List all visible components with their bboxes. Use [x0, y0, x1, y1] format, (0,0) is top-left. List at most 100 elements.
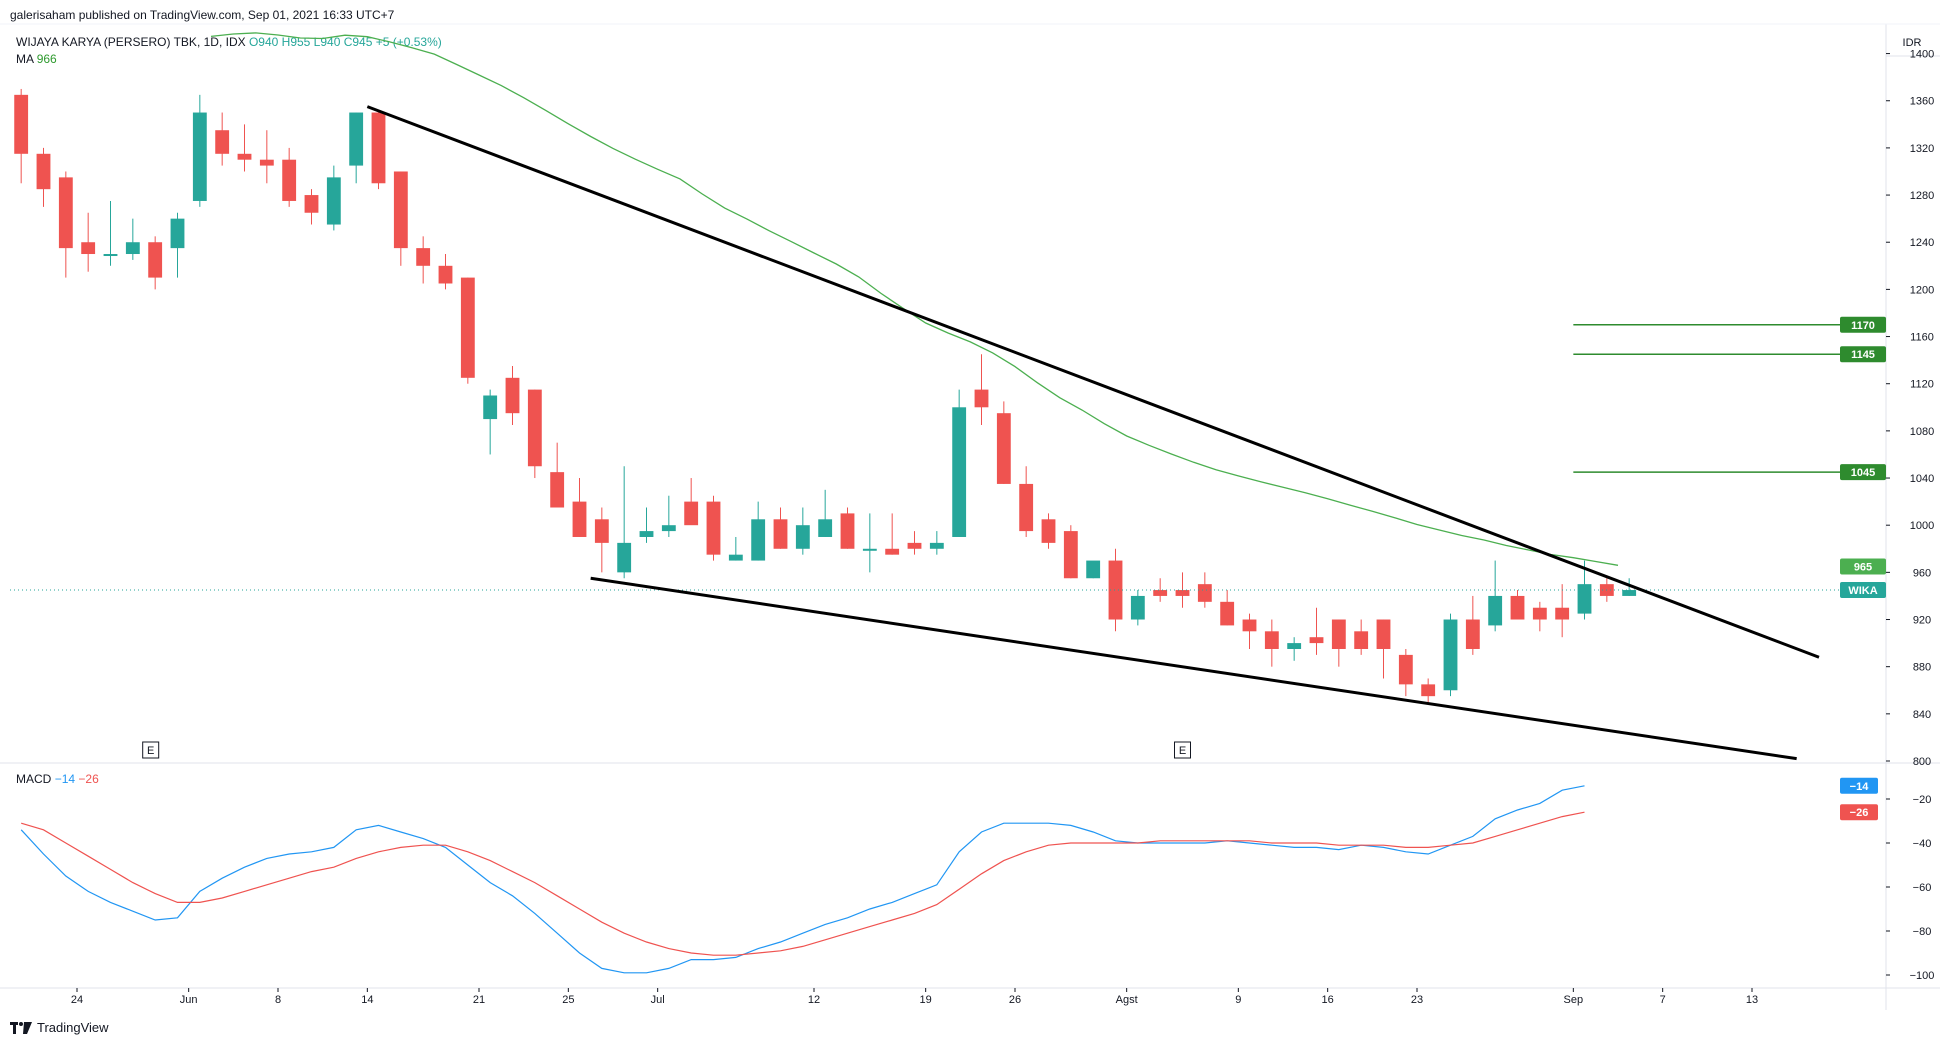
ma-badge-text: 965: [1854, 561, 1872, 573]
signal-line: [21, 811, 1585, 956]
currency-label[interactable]: IDR: [1903, 37, 1922, 49]
time-tick-label: 12: [808, 994, 820, 1006]
ma-path: [210, 32, 1619, 566]
candle-body: [125, 242, 140, 255]
ma-badge-bg: [1840, 558, 1886, 575]
time-tick-label: Sep: [1564, 994, 1584, 1006]
candle-body: [1421, 684, 1436, 697]
price-badge-text: WIKA: [1848, 585, 1877, 597]
ma-label[interactable]: MA: [16, 52, 34, 66]
candle-body: [974, 389, 989, 408]
price-tick-label: 1000: [1910, 520, 1934, 532]
candle-body: [1577, 584, 1592, 614]
candle-body: [929, 542, 944, 549]
time-tick-label: 26: [1009, 994, 1021, 1006]
macd-tick-label: −20: [1913, 794, 1932, 806]
candle-body: [728, 554, 743, 561]
price-tick-label: 1120: [1910, 379, 1934, 391]
price-tick-label: 960: [1913, 567, 1931, 579]
trendlines[interactable]: [366, 105, 1820, 761]
candle-body: [661, 525, 676, 532]
candle-body: [1019, 483, 1034, 532]
candle-body: [1622, 590, 1637, 596]
candle-body: [1242, 619, 1257, 632]
time-tick-label: Jun: [180, 994, 198, 1006]
candle-body: [304, 195, 319, 213]
candle-body: [795, 525, 810, 549]
candle-body: [1488, 595, 1503, 626]
candle-body: [550, 472, 565, 508]
macd-label[interactable]: MACD: [16, 772, 52, 786]
price-axis[interactable]: 1400 1360 1320 1280 1240 1200 1160 1120 1080 1040…: [1886, 49, 1934, 768]
ma-value: 966: [36, 52, 57, 66]
macd-badge-text: −14: [1850, 781, 1870, 793]
time-tick-label: 13: [1746, 994, 1758, 1006]
macd-legend: MACD −14 −26: [16, 772, 99, 786]
candle-body: [1555, 607, 1570, 620]
candle-body: [1197, 584, 1212, 602]
tradingview-logo[interactable]: TradingView: [10, 1020, 109, 1035]
candle-body: [81, 242, 96, 255]
time-tick-label: 8: [275, 994, 281, 1006]
level-lines[interactable]: [1573, 324, 1886, 473]
symbol-title[interactable]: WIJAYA KARYA (PERSERO) TBK, 1D, IDX: [16, 35, 246, 49]
candle-body: [1287, 643, 1302, 649]
candle-body: [1175, 590, 1190, 596]
candle-body: [438, 265, 453, 284]
candles: [10, 88, 1886, 703]
candle-body: [1376, 619, 1391, 649]
candle-body: [862, 548, 877, 551]
candle-body: [148, 242, 163, 278]
candle-body: [215, 130, 230, 154]
level-badge-bg: [1840, 316, 1886, 333]
candle-body: [505, 377, 520, 414]
candle-body: [1130, 595, 1145, 620]
candle-body: [996, 413, 1011, 484]
candle-body: [371, 112, 386, 184]
candle-body: [170, 218, 185, 249]
candle-body: [1309, 637, 1324, 644]
candle-body: [1532, 607, 1547, 620]
candle-body: [1264, 631, 1279, 649]
macd-line: [20, 785, 1585, 974]
axis-badges: 1170 1145 1045 965 WIKA −14 −26: [1840, 316, 1886, 821]
price-badge-bg: [1840, 582, 1886, 599]
time-tick-label: Jul: [651, 994, 665, 1006]
price-tick-label: 1240: [1910, 237, 1934, 249]
candle-body: [617, 542, 632, 573]
candle-body: [460, 277, 475, 378]
earnings-marker-label: E: [147, 745, 154, 757]
time-tick-label: Agst: [1116, 994, 1138, 1006]
time-tick-label: 7: [1660, 994, 1666, 1006]
time-tick-label: 21: [473, 994, 485, 1006]
candle-body: [594, 519, 609, 543]
candle-body: [483, 395, 498, 420]
price-tick-label: 1160: [1910, 332, 1934, 344]
candle-body: [527, 389, 542, 467]
time-axis[interactable]: 24 Jun 8 14 21 25 Jul 12 19 26 Agst 9 16 23 Sep 7 13: [71, 988, 1758, 1006]
signal-value: −26: [78, 772, 99, 786]
price-tick-label: 1280: [1910, 190, 1934, 202]
candle-body: [1331, 619, 1346, 649]
brand-name: TradingView: [37, 1020, 109, 1035]
ohlc-values: O940 H955 L940 C945 +5 (+0.53%): [248, 35, 442, 49]
price-tick-label: 880: [1913, 662, 1931, 674]
signal-badge-bg: [1840, 804, 1878, 821]
candle-body: [36, 153, 51, 190]
candle-body: [706, 501, 721, 555]
candle-body: [237, 153, 252, 160]
time-tick-label: 23: [1411, 994, 1423, 1006]
candle-body: [751, 519, 766, 561]
candle-body: [349, 112, 364, 166]
candle-body: [192, 112, 207, 201]
level-badge-bg: [1840, 346, 1886, 363]
candle-body: [773, 519, 788, 549]
macd-axis[interactable]: −20 −40 −60 −80 −100: [1886, 794, 1934, 982]
time-tick-label: 14: [361, 994, 373, 1006]
price-tick-label: 920: [1913, 615, 1931, 627]
candle-body: [58, 177, 73, 249]
candle-body: [818, 519, 833, 537]
candle-body: [1443, 619, 1458, 691]
